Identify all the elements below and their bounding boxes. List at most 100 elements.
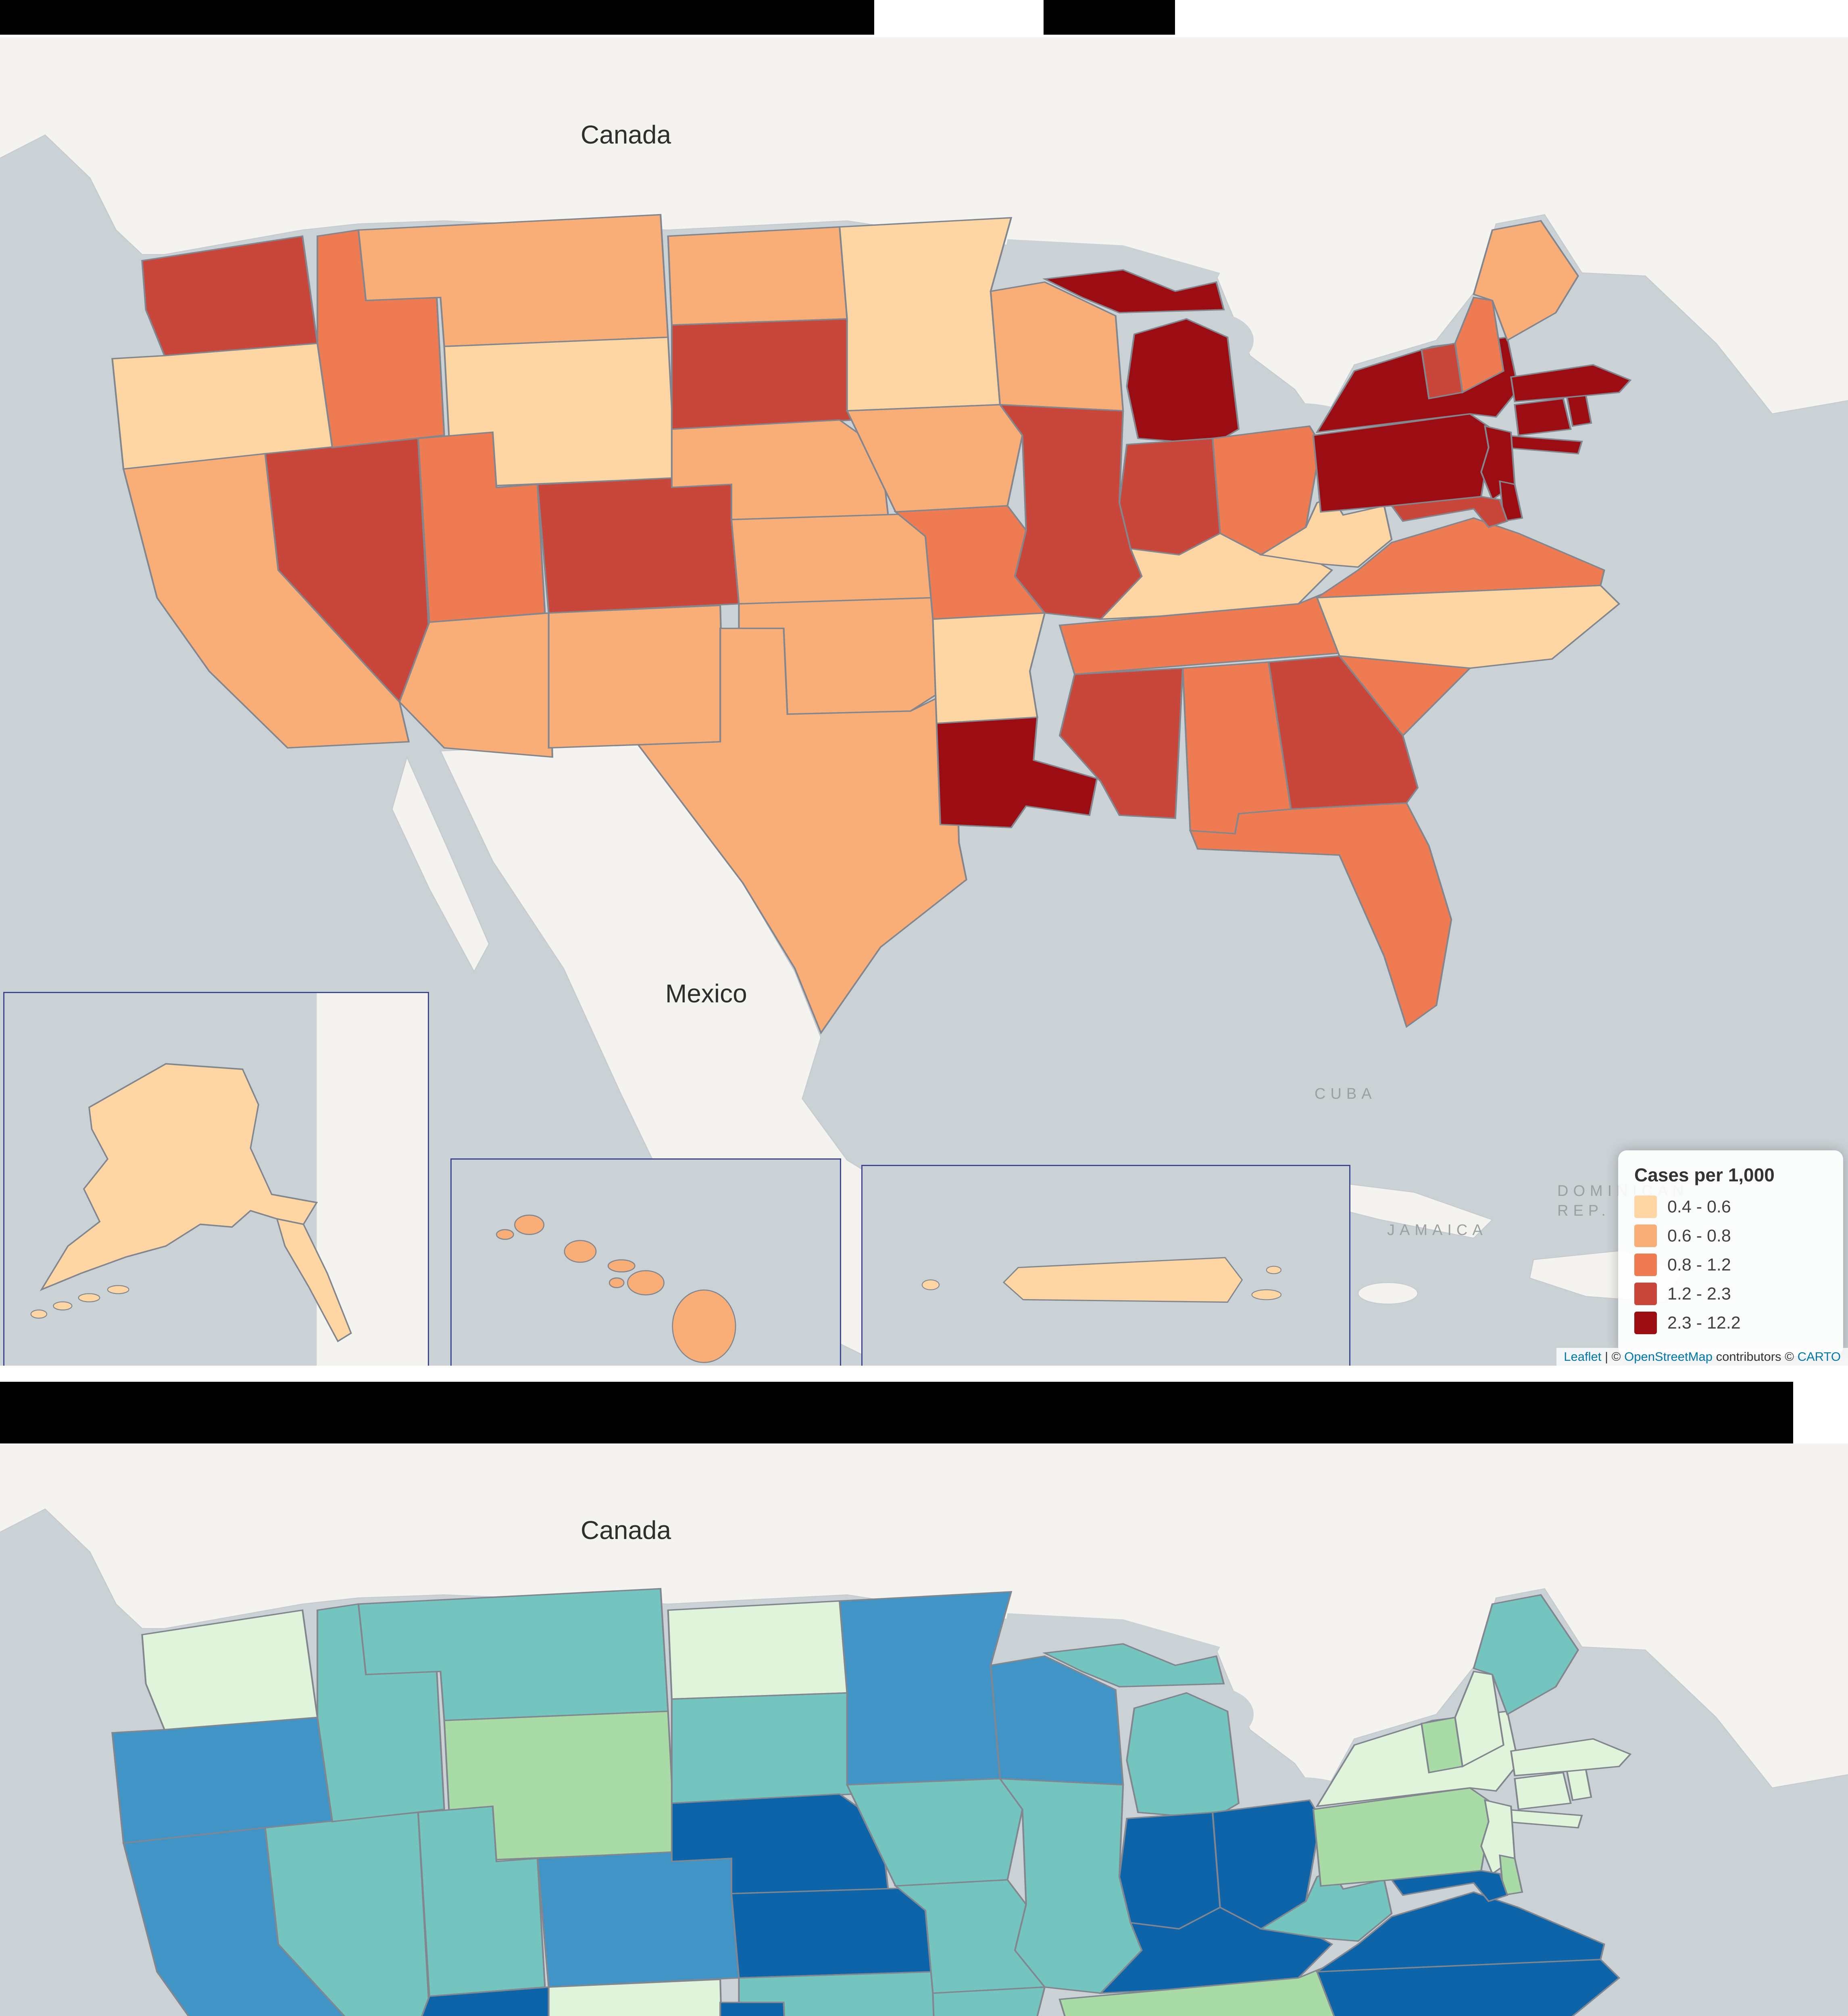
state-IL[interactable] <box>998 1778 1143 1994</box>
state-KS[interactable] <box>730 512 934 605</box>
caribbean-island <box>1357 1282 1419 1305</box>
state-MS[interactable] <box>1058 667 1184 819</box>
state-IA[interactable] <box>846 1778 1023 1887</box>
legend-row: 0.8 - 1.2 <box>1634 1254 1825 1276</box>
state-ND[interactable] <box>667 1600 848 1700</box>
state-CO[interactable] <box>536 1848 740 1988</box>
label-canada: Canada <box>581 120 671 149</box>
puerto-rico-map <box>863 1166 1349 1366</box>
inset-alaska: Alaska <box>3 992 429 1366</box>
legend-bin-label: 0.4 - 0.6 <box>1667 1197 1731 1216</box>
hawaiian-island[interactable] <box>514 1214 545 1235</box>
state-MN[interactable] <box>838 217 1013 412</box>
pr-island <box>1266 1266 1282 1275</box>
state-AR[interactable] <box>932 612 1046 724</box>
state-CO[interactable] <box>536 474 740 614</box>
state-AR[interactable] <box>932 1986 1046 2016</box>
legend-swatch <box>1634 1312 1657 1334</box>
aleutian-island <box>30 1309 48 1319</box>
state-WI[interactable] <box>990 281 1124 412</box>
state-WI[interactable] <box>990 1655 1124 1786</box>
state-ME[interactable] <box>1473 1594 1579 1716</box>
state-CT[interactable] <box>1514 1772 1572 1810</box>
state-MN[interactable] <box>838 1591 1013 1786</box>
state-IN[interactable] <box>1118 1812 1221 1930</box>
carto-link[interactable]: CARTO <box>1797 1350 1841 1364</box>
choropleth-map-ratio[interactable]: Canada Mexico CUBA JAMAICA Alaska Hawaii… <box>0 1443 1848 2016</box>
separator: | © <box>1601 1350 1625 1364</box>
legend-bin-label: 0.8 - 1.2 <box>1667 1255 1731 1275</box>
alaska-map <box>4 993 428 1366</box>
legend-row: 0.6 - 0.8 <box>1634 1225 1825 1247</box>
state-SD[interactable] <box>671 318 856 430</box>
state-KS[interactable] <box>730 1887 934 1979</box>
alaska-panhandle[interactable] <box>276 1218 352 1343</box>
legend-swatch <box>1634 1254 1657 1276</box>
legend-bin-label: 1.2 - 2.3 <box>1667 1284 1731 1304</box>
legend-title: Cases per 1,000 <box>1634 1164 1775 1185</box>
state-IL[interactable] <box>998 404 1143 620</box>
map-canvas[interactable] <box>0 1443 1848 2016</box>
redacted-title-bar <box>0 0 874 35</box>
hawaiian-island[interactable] <box>564 1240 597 1263</box>
legend-rows: 0.4 - 0.6 0.6 - 0.8 0.8 - 1.2 1.2 - 2.3 … <box>1634 1195 1825 1334</box>
leaflet-link[interactable]: Leaflet <box>1564 1350 1602 1364</box>
aleutian-island <box>107 1285 129 1294</box>
redacted-title-bar-segment <box>1044 0 1175 35</box>
pr-island <box>1251 1289 1282 1300</box>
state-WV[interactable] <box>1259 1870 1393 1942</box>
state-AZ[interactable] <box>400 1986 552 2016</box>
hawaiian-island[interactable] <box>608 1277 625 1288</box>
state-TX[interactable] <box>637 627 967 1035</box>
choropleth-map-cases[interactable]: Canada Mexico CUBA JAMAICA DOMINICAN REP… <box>0 37 1848 1366</box>
state-MA[interactable] <box>1510 1738 1632 1776</box>
state-ME[interactable] <box>1473 220 1579 342</box>
openstreetmap-link[interactable]: OpenStreetMap <box>1624 1350 1713 1364</box>
label-mexico: Mexico <box>665 979 747 1008</box>
state-LA[interactable] <box>935 716 1098 829</box>
hawaiian-island[interactable] <box>672 1289 736 1363</box>
aleutian-island <box>53 1301 73 1311</box>
state-CT[interactable] <box>1514 398 1572 436</box>
state-NM[interactable] <box>548 1979 724 2016</box>
state-PR[interactable] <box>1002 1257 1243 1303</box>
hawaiian-island[interactable] <box>607 1259 635 1272</box>
state-FL[interactable] <box>1189 802 1452 1028</box>
state-RI[interactable] <box>1566 393 1592 427</box>
state-ND[interactable] <box>667 226 848 326</box>
hawaiian-island[interactable] <box>496 1229 514 1240</box>
state-NC[interactable] <box>1316 1959 1621 2016</box>
state-NH[interactable] <box>1454 1670 1504 1768</box>
legend-swatch <box>1634 1195 1657 1218</box>
map-attribution: Leaflet | © OpenStreetMap contributors ©… <box>1556 1348 1848 1366</box>
state-SD[interactable] <box>671 1692 856 1804</box>
contributors-text: contributors © <box>1712 1350 1798 1364</box>
state-NM[interactable] <box>548 604 725 749</box>
state-RI[interactable] <box>1566 1767 1592 1801</box>
legend-row: 2.3 - 12.2 <box>1634 1312 1825 1334</box>
state-MA[interactable] <box>1510 364 1632 402</box>
hawaiian-island[interactable] <box>627 1270 665 1295</box>
label-canada: Canada <box>581 1516 671 1545</box>
state-NC[interactable] <box>1316 585 1621 669</box>
inset-hawaii: Hawaii <box>450 1158 841 1366</box>
legend-row: 0.4 - 0.6 <box>1634 1195 1825 1218</box>
hawaii-map <box>452 1160 840 1366</box>
state-AZ[interactable] <box>398 612 554 758</box>
state-MD[interactable] <box>1390 1870 1508 1902</box>
inset-puerto-rico: Puerto Rico <box>861 1165 1350 1366</box>
legend-swatch <box>1634 1225 1657 1247</box>
redacted-title-bar-2 <box>0 1382 1793 1443</box>
map-legend: Cases per 1,000 0.4 - 0.6 0.6 - 0.8 0.8 … <box>1618 1150 1843 1356</box>
state-IA[interactable] <box>846 404 1023 513</box>
legend-bin-label: 2.3 - 12.2 <box>1667 1313 1741 1333</box>
state-AK[interactable] <box>40 1063 318 1291</box>
state-NH[interactable] <box>1454 296 1504 394</box>
state-IN[interactable] <box>1118 437 1221 556</box>
state-MD[interactable] <box>1390 496 1508 528</box>
state-WV[interactable] <box>1259 496 1393 568</box>
state-TX[interactable] <box>638 2001 967 2016</box>
aleutian-island <box>78 1293 100 1302</box>
pr-island <box>921 1279 940 1290</box>
